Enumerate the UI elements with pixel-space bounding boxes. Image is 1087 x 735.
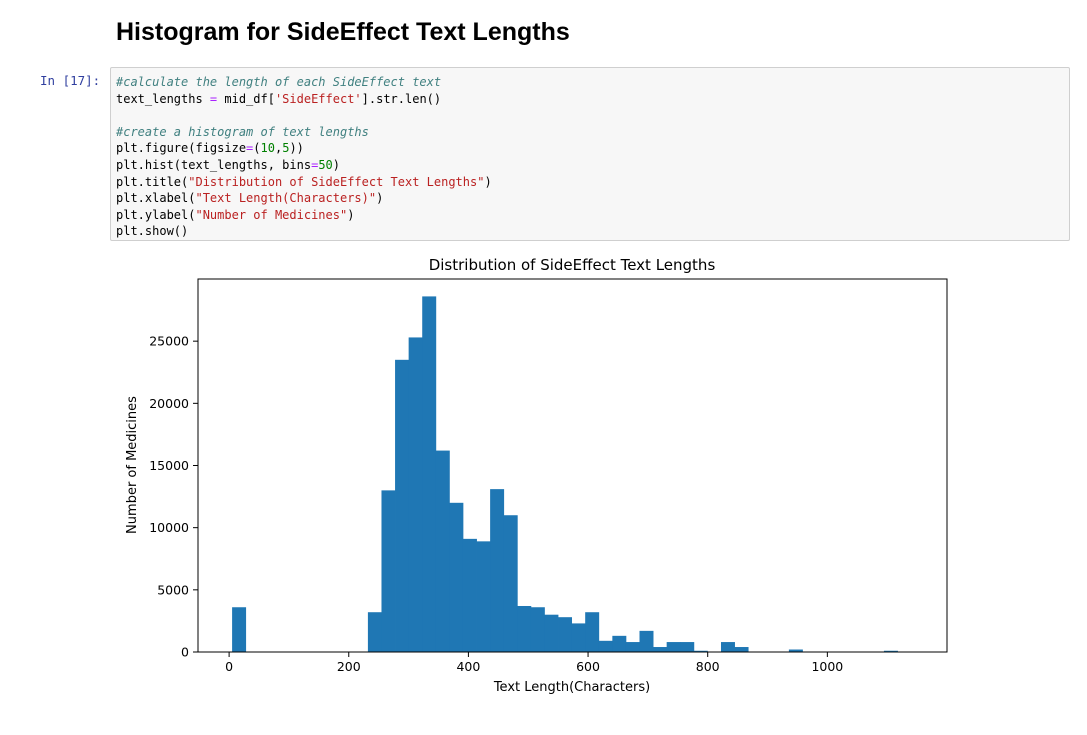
y-tick-label: 10000: [149, 520, 189, 535]
x-tick-label: 200: [337, 659, 361, 674]
histogram-bar: [503, 515, 518, 652]
histogram-bar: [422, 296, 437, 652]
code-token: text_lengths: [116, 91, 210, 106]
x-tick-label: 400: [456, 659, 480, 674]
x-tick-label: 600: [576, 659, 600, 674]
code-line: plt.title("Distribution of SideEffect Te…: [116, 174, 1064, 191]
x-tick-label: 0: [225, 659, 233, 674]
histogram-bar: [734, 647, 749, 652]
histogram-bar: [693, 650, 708, 652]
code-token: plt.title(: [116, 174, 189, 189]
histogram-chart: Distribution of SideEffect Text Lengths …: [125, 256, 948, 695]
code-line: plt.xlabel("Text Length(Characters)"): [116, 190, 1064, 207]
histogram-bar: [381, 490, 396, 652]
code-token: ,: [274, 141, 283, 156]
code-token: 10: [260, 141, 275, 156]
histogram-bar: [408, 337, 423, 652]
code-token: (: [253, 141, 261, 156]
code-line: text_lengths = mid_df['SideEffect'].str.…: [116, 91, 1064, 108]
code-token: ].str.len(): [361, 91, 442, 106]
code-token: ): [347, 207, 355, 222]
code-line: plt.ylabel("Number of Medicines"): [116, 207, 1064, 224]
histogram-bar: [720, 642, 735, 652]
code-cell[interactable]: #calculate the length of each SideEffect…: [110, 67, 1070, 241]
histogram-bar: [517, 605, 532, 652]
histogram-bars: [232, 296, 898, 652]
code-token: "Number of Medicines": [195, 207, 348, 222]
histogram-bar: [666, 642, 681, 652]
histogram-bar: [639, 630, 654, 652]
code-token: ): [484, 174, 492, 189]
code-token: ): [376, 191, 384, 206]
x-tick-label: 1000: [811, 659, 843, 674]
code-token: 50: [318, 157, 333, 172]
code-token: plt.hist(text_lengths, bins: [116, 157, 312, 172]
code-line: plt.show(): [116, 223, 1064, 240]
histogram-bar: [625, 642, 640, 652]
histogram-bar: [476, 541, 491, 652]
code-token: =: [209, 91, 218, 106]
code-token: #create a histogram of text lengths: [116, 124, 369, 139]
y-axis-ticks: 0 5000 10000 15000 20000 25000: [149, 334, 198, 660]
histogram-bar: [544, 614, 559, 652]
code-token: "Text Length(Characters)": [195, 191, 377, 206]
code-line: plt.hist(text_lengths, bins=50): [116, 157, 1064, 174]
histogram-bar: [680, 642, 695, 652]
code-line: plt.figure(figsize=(10,5)): [116, 140, 1064, 157]
histogram-bar: [598, 640, 613, 652]
histogram-bar: [585, 612, 600, 652]
x-axis-label: Text Length(Characters): [493, 680, 650, 695]
cell-output: Distribution of SideEffect Text Lengths …: [110, 248, 970, 708]
histogram-bar: [435, 450, 450, 652]
code-editor[interactable]: #calculate the length of each SideEffect…: [116, 74, 1064, 240]
cell-prompt: In [17]:: [40, 73, 101, 88]
code-token: plt.figure(figsize: [116, 141, 247, 156]
code-token: =: [246, 141, 254, 156]
code-token: plt.ylabel(: [116, 207, 196, 222]
code-token: #calculate the length of each SideEffect…: [116, 75, 442, 89]
y-tick-label: 5000: [157, 582, 189, 597]
code-token: 'SideEffect': [274, 91, 362, 106]
histogram-bar: [232, 607, 247, 652]
plot-frame: [197, 278, 948, 653]
code-token: plt.show(): [116, 224, 189, 239]
y-axis-label: Number of Medicines: [125, 396, 140, 534]
histogram-bar: [462, 538, 477, 652]
x-axis-ticks: 0 200 400 600 800 1000: [225, 652, 843, 674]
section-heading: Histogram for SideEffect Text Lengths: [116, 18, 570, 46]
code-token: )): [289, 141, 304, 156]
code-line: #create a histogram of text lengths: [116, 124, 1064, 141]
code-token: 5: [282, 141, 290, 156]
code-token: plt.xlabel(: [116, 191, 196, 206]
histogram-bar: [558, 617, 573, 652]
code-line: #calculate the length of each SideEffect…: [116, 74, 1064, 91]
histogram-bar: [883, 650, 898, 652]
histogram-bar: [367, 612, 382, 652]
x-tick-label: 800: [696, 659, 720, 674]
y-tick-label: 15000: [149, 458, 189, 473]
y-tick-label: 25000: [149, 334, 189, 349]
histogram-bar: [788, 649, 803, 652]
histogram-bar: [612, 635, 627, 652]
histogram-bar: [571, 623, 586, 652]
code-line: [116, 107, 1064, 124]
histogram-bar: [490, 489, 505, 652]
y-tick-label: 0: [181, 645, 189, 660]
chart-title: Distribution of SideEffect Text Lengths: [429, 256, 716, 274]
histogram-bar: [449, 502, 464, 652]
histogram-bar: [530, 607, 545, 652]
code-token: mid_df[: [217, 91, 275, 106]
histogram-bar: [653, 647, 668, 652]
histogram-bar: [395, 359, 410, 652]
code-token: =: [311, 157, 319, 172]
code-token: ): [332, 157, 340, 172]
code-token: "Distribution of SideEffect Text Lengths…: [188, 174, 485, 189]
y-tick-label: 20000: [149, 396, 189, 411]
